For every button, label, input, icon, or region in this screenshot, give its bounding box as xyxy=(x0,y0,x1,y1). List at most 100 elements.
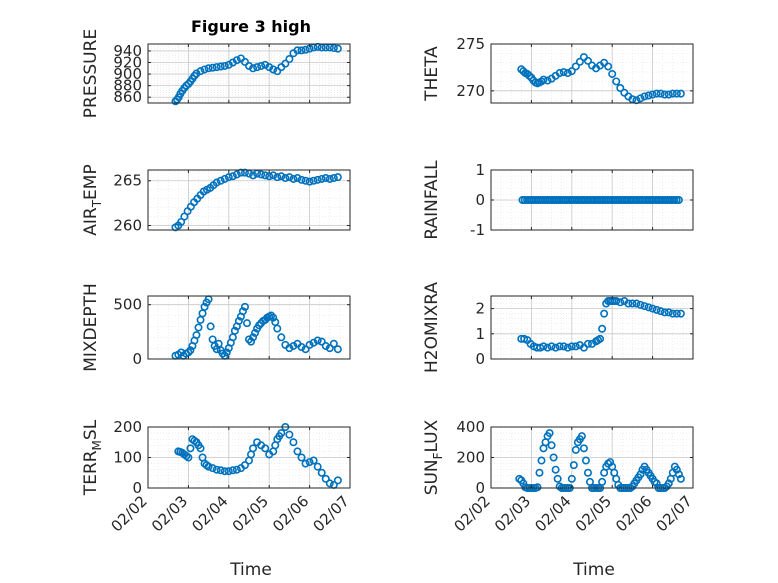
y-tick-label: 270 xyxy=(456,82,485,100)
data-point xyxy=(321,474,330,483)
data-point xyxy=(628,95,637,104)
data-point xyxy=(539,342,548,351)
data-point xyxy=(228,172,237,181)
panel-mixdepth: 0 500 MIXDEPTH xyxy=(81,283,351,372)
data-point xyxy=(249,171,258,180)
data-point xyxy=(293,447,302,456)
x-tick-label: 02/07 xyxy=(310,492,353,535)
data-point xyxy=(200,302,209,311)
data-point xyxy=(525,71,534,80)
data-point xyxy=(612,297,621,306)
tick-marks xyxy=(147,44,351,103)
data-point xyxy=(240,461,249,470)
data-point xyxy=(301,459,310,468)
data-point xyxy=(648,304,657,313)
data-point xyxy=(571,62,580,71)
tick-marks xyxy=(490,43,694,103)
y-axis-label: SUNFLUX xyxy=(422,419,445,495)
data-point xyxy=(277,429,286,438)
data-point xyxy=(656,307,665,316)
data-point xyxy=(309,176,318,185)
data-point xyxy=(317,468,326,477)
data-point xyxy=(196,67,205,76)
data-point xyxy=(676,474,685,483)
data-point xyxy=(234,316,243,325)
axes-box xyxy=(490,43,694,104)
data-point xyxy=(555,342,564,351)
data-point xyxy=(297,343,306,352)
x-tick-label: 02/03 xyxy=(491,492,534,535)
data-point xyxy=(317,337,326,346)
data-point xyxy=(321,174,330,183)
data-point xyxy=(240,168,249,177)
data-point xyxy=(660,90,669,99)
tick-marks xyxy=(147,426,351,489)
data-point xyxy=(598,477,607,486)
data-point xyxy=(192,331,201,340)
data-point xyxy=(583,56,592,65)
data-point xyxy=(321,341,330,350)
data-point xyxy=(674,470,683,479)
data-point xyxy=(325,344,334,353)
y-tick-label: 260 xyxy=(113,217,142,235)
data-point xyxy=(277,172,286,181)
y-tick-label: 0 xyxy=(475,191,485,209)
data-point xyxy=(313,336,322,345)
data-point xyxy=(305,177,314,186)
data-point xyxy=(216,176,225,185)
data-point xyxy=(571,342,580,351)
y-tick-label: 1 xyxy=(475,161,485,179)
data-point xyxy=(644,91,653,100)
data-point xyxy=(652,479,661,488)
data-point xyxy=(559,342,568,351)
data-point xyxy=(606,458,615,467)
data-point xyxy=(567,474,576,483)
data-point xyxy=(648,90,657,99)
data-point xyxy=(608,69,617,78)
data-point xyxy=(281,59,290,68)
y-tick-label: 200 xyxy=(113,418,142,436)
panel-theta: 270 275 THETA xyxy=(422,35,694,105)
data-point xyxy=(265,172,274,181)
y-tick-label: 940 xyxy=(113,42,142,60)
data-point xyxy=(674,196,683,205)
data-point xyxy=(269,65,278,74)
y-tick-label: 860 xyxy=(113,88,142,106)
data-point xyxy=(204,462,213,471)
y-tick-label: 400 xyxy=(456,418,485,436)
data-point xyxy=(644,303,653,312)
data-point xyxy=(240,302,249,311)
data-point xyxy=(247,337,256,346)
data-point xyxy=(269,171,278,180)
y-tick-label: 100 xyxy=(113,449,142,467)
data-point xyxy=(212,63,221,72)
data-point xyxy=(184,453,193,462)
data-point xyxy=(297,453,306,462)
data-point xyxy=(261,444,270,453)
x-tick-label: 02/06 xyxy=(612,492,655,535)
data-point xyxy=(333,173,342,182)
data-point xyxy=(553,474,562,483)
data-point xyxy=(636,470,645,479)
data-point xyxy=(636,300,645,309)
data-point xyxy=(539,75,548,84)
data-point xyxy=(329,44,338,53)
data-point xyxy=(297,175,306,184)
x-axis-label-right: Time xyxy=(572,560,615,580)
x-tick-label: 02/05 xyxy=(572,492,615,535)
figure-title: Figure 3 high xyxy=(191,17,311,36)
data-point xyxy=(616,84,625,93)
data-point xyxy=(555,69,564,78)
data-point xyxy=(567,342,576,351)
data-point xyxy=(297,46,306,55)
data-point xyxy=(549,453,558,462)
data-point xyxy=(325,479,334,488)
data-point xyxy=(652,305,661,314)
data-series xyxy=(171,168,342,232)
x-tick-label: 02/02 xyxy=(451,492,494,535)
data-point xyxy=(269,313,278,322)
data-point xyxy=(309,456,318,465)
tick-marks xyxy=(490,296,694,360)
